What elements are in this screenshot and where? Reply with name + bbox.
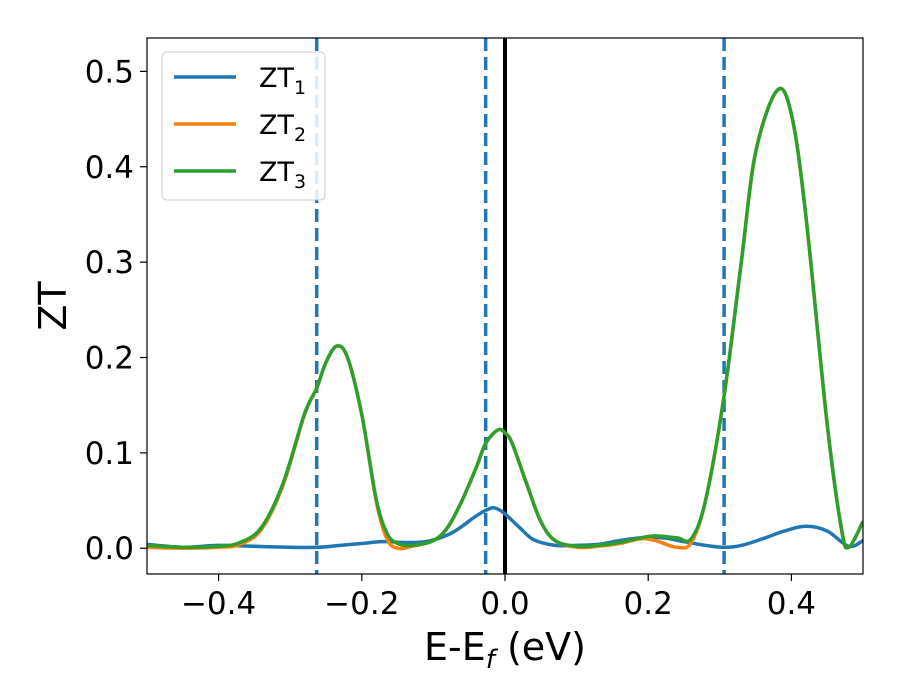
legend-label-zt1: ZT1 xyxy=(259,63,306,99)
y-tick-label: 0.4 xyxy=(85,150,134,186)
series-line-zt1 xyxy=(147,506,863,550)
y-tick-label: 0.2 xyxy=(85,341,134,377)
x-tick-label: 0.4 xyxy=(767,586,816,622)
x-axis-label: E-Ef (eV) xyxy=(424,625,586,675)
series-layer xyxy=(147,86,863,551)
vertical-lines xyxy=(314,38,726,574)
y-tick-label: 0.5 xyxy=(85,54,134,90)
legend: ZT1 ZT2 ZT3 xyxy=(161,51,326,201)
y-tick-label: 0.3 xyxy=(85,245,134,281)
x-axis-label-main: E-E xyxy=(424,625,486,669)
x-tick-label: 0.0 xyxy=(480,586,529,622)
series-line-zt3 xyxy=(147,86,863,550)
y-axis-label: ZT xyxy=(31,281,75,331)
y-axis-ticks: 0.0 0.1 0.2 0.3 0.4 0.5 xyxy=(85,54,147,567)
x-tick-label: −0.4 xyxy=(181,586,256,622)
x-axis-label-unit: (eV) xyxy=(495,625,586,669)
legend-box xyxy=(161,51,326,201)
y-tick-label: 0.1 xyxy=(85,436,134,472)
x-tick-label: −0.2 xyxy=(324,586,399,622)
legend-label-zt2: ZT2 xyxy=(259,110,306,146)
y-tick-label: 0.0 xyxy=(85,531,134,567)
legend-label-zt3: ZT3 xyxy=(259,157,306,193)
x-tick-label: 0.2 xyxy=(624,586,673,622)
x-axis-ticks: −0.4 −0.2 0.0 0.2 0.4 xyxy=(181,574,816,622)
